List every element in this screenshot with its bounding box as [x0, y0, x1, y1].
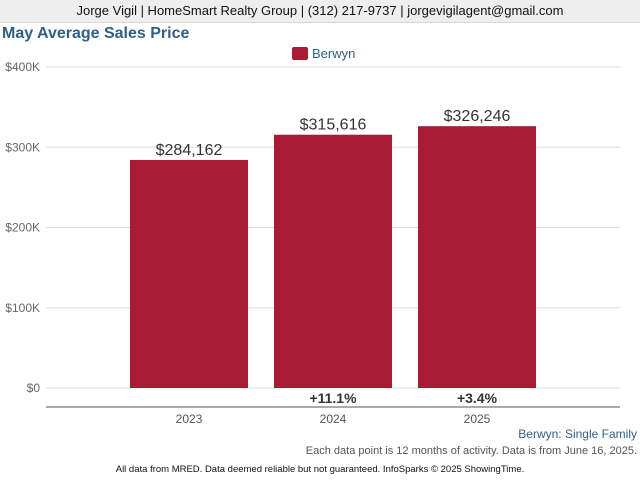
value-labels: $284,162 $315,616 +11.1% $326,246 +3.4% [156, 108, 511, 406]
data-note: Each data point is 12 months of activity… [305, 445, 637, 457]
x-tick-label: 2024 [320, 412, 347, 426]
x-tick-label: 2025 [464, 412, 491, 426]
legend-label: Berwyn [312, 45, 356, 61]
x-axis-ticks: 2023 2024 2025 [176, 412, 491, 426]
y-tick-label: $0 [27, 381, 41, 395]
percent-change-label: +11.1% [309, 390, 357, 406]
percent-change-label: +3.4% [457, 390, 498, 406]
y-tick-label: $400K [5, 60, 40, 74]
y-axis-ticks: $0 $100K $200K $300K $400K [5, 60, 40, 395]
bar [274, 134, 392, 388]
chart-title: May Average Sales Price [2, 25, 190, 42]
bar [418, 126, 536, 388]
footer-disclaimer: All data from MRED. Data deemed reliable… [115, 464, 525, 475]
agent-contact-line: Jorge Vigil | HomeSmart Realty Group | (… [76, 3, 564, 18]
y-tick-label: $300K [5, 140, 40, 154]
legend-swatch [292, 46, 308, 60]
legend[interactable]: Berwyn [292, 45, 355, 61]
bars [130, 126, 536, 388]
chart-subtitle: Berwyn: Single Family [518, 427, 637, 441]
bar-value-label: $315,616 [300, 117, 367, 134]
bar-value-label: $326,246 [444, 108, 511, 125]
x-tick-label: 2023 [176, 412, 203, 426]
bar [130, 159, 248, 388]
bar-value-label: $284,162 [156, 142, 223, 159]
y-tick-label: $200K [5, 221, 40, 235]
agent-header-bar: Jorge Vigil | HomeSmart Realty Group | (… [0, 0, 640, 23]
y-tick-label: $100K [5, 301, 40, 315]
